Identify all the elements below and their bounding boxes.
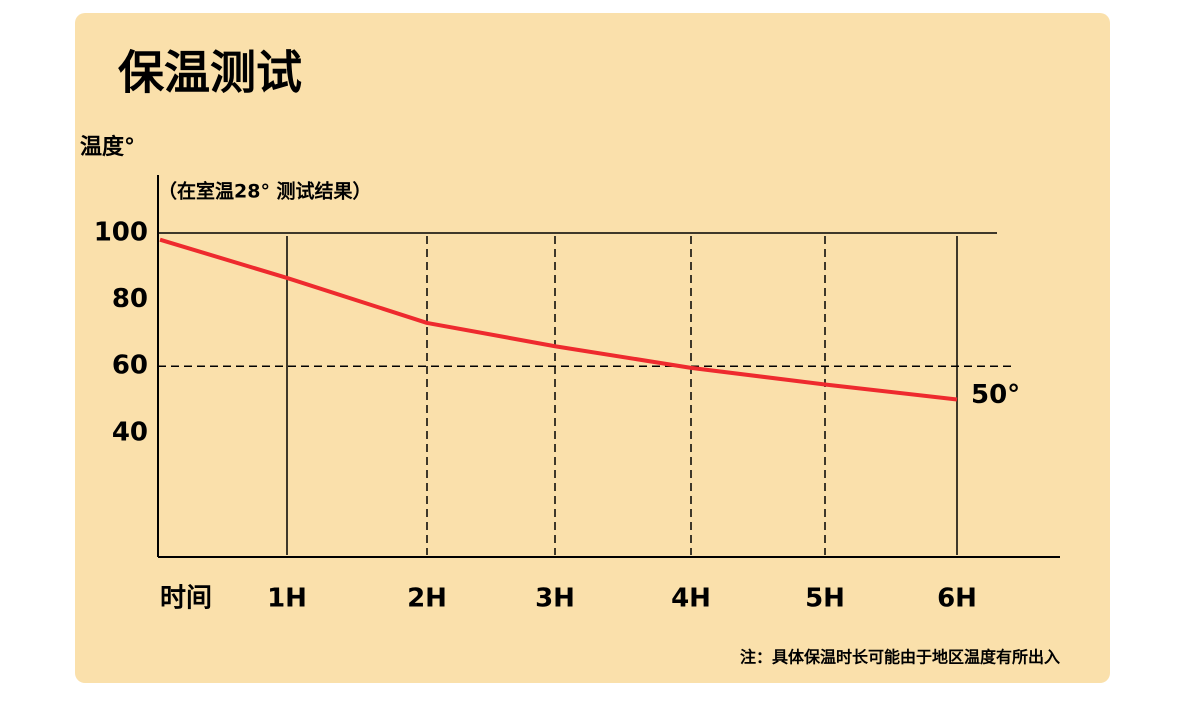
line [159,237,958,402]
panel [75,13,1110,683]
note: 注：具体保温时长可能由于地区温度有所出入 [740,648,1060,667]
x-tick-label: 1H [267,584,307,614]
x-tick-label: 6H [937,584,977,614]
y-tick-label: 100 [94,218,148,248]
y-tick-label: 40 [112,417,148,447]
value-label: 50° [971,380,1020,410]
x-tick-label: 2H [407,584,447,614]
x-tick-label: 5H [805,584,845,614]
x-axis-label: 时间 [160,584,212,614]
y-tick-label: 60 [112,351,148,381]
y-tick-label: 80 [112,284,148,314]
y-axis-label: 温度° [80,134,135,160]
subtitle: （在室温28° 测试结果） [158,180,372,203]
x-tick-label: 3H [535,584,575,614]
chart-title: 保温测试 [118,46,302,100]
x-tick-label: 4H [671,584,711,614]
